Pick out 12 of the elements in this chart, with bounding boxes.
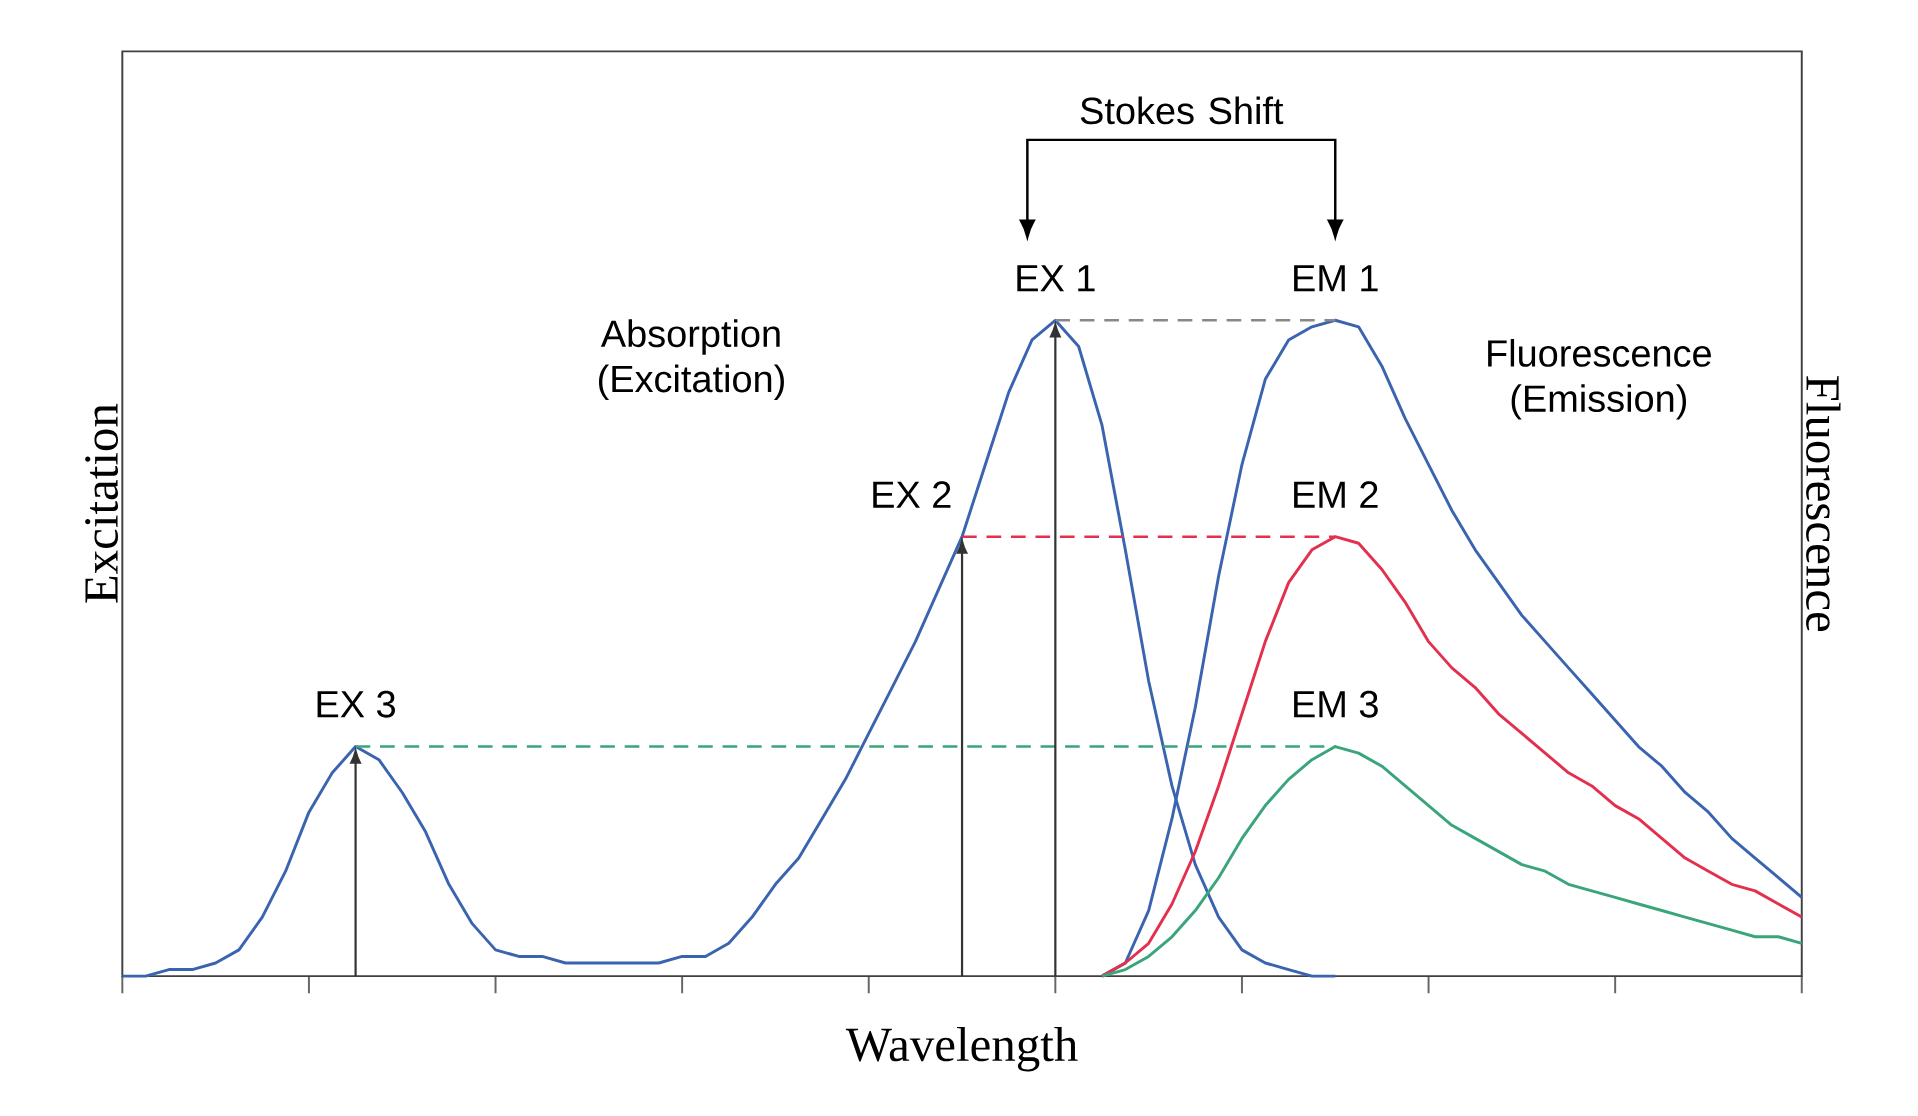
y2-axis-title: Fluorescence	[1806, 376, 1841, 632]
annotation: EX 2	[873, 481, 951, 508]
annotation: Fluorescence (Emission)	[1488, 339, 1711, 420]
y-axis-title: Excitation	[85, 404, 119, 604]
text: EX 1	[1017, 265, 1095, 292]
text: Stokes Shift	[1080, 96, 1284, 125]
annotation: Absorption (Excitation)	[599, 319, 784, 401]
annotation: EX 3	[317, 691, 395, 718]
annotation: EM 2	[1294, 481, 1378, 508]
annotation: EM 3	[1294, 691, 1378, 718]
text: EM 1	[1294, 265, 1378, 292]
x-axis-title: Wavelength	[845, 1027, 1078, 1072]
